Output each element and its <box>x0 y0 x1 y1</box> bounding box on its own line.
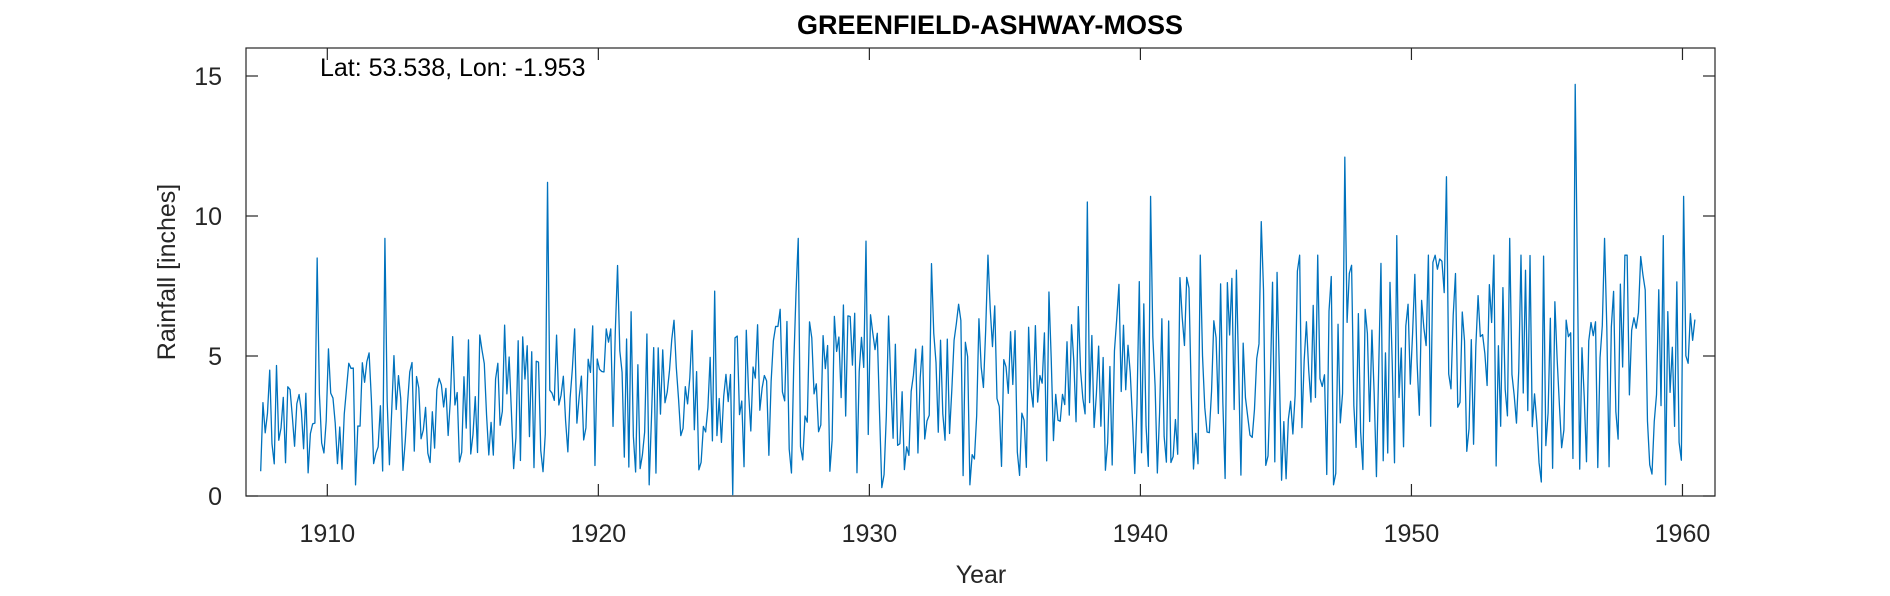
y-axis-label: Rainfall [inches] <box>153 184 181 360</box>
x-tick-label-1960: 1960 <box>1655 520 1711 548</box>
y-tick-label-15: 15 <box>194 63 222 91</box>
x-axis-label: Year <box>956 561 1007 589</box>
x-tick-label-1950: 1950 <box>1384 520 1440 548</box>
location-annotation: Lat: 53.538, Lon: -1.953 <box>320 54 586 82</box>
y-tick-label-5: 5 <box>208 343 222 371</box>
x-axis: 1910 1920 1930 1940 1950 1960 <box>299 48 1710 548</box>
x-tick-label-1940: 1940 <box>1113 520 1169 548</box>
x-tick-label-1920: 1920 <box>571 520 627 548</box>
plot-area <box>245 47 1716 497</box>
x-tick-label-1910: 1910 <box>299 520 355 548</box>
chart-title: GREENFIELD-ASHWAY-MOSS <box>797 10 1183 40</box>
y-tick-label-0: 0 <box>208 483 222 511</box>
y-axis: 0 5 10 15 <box>194 63 1715 511</box>
rainfall-series-line <box>260 83 1696 496</box>
x-tick-label-1930: 1930 <box>842 520 898 548</box>
y-tick-label-10: 10 <box>194 203 222 231</box>
